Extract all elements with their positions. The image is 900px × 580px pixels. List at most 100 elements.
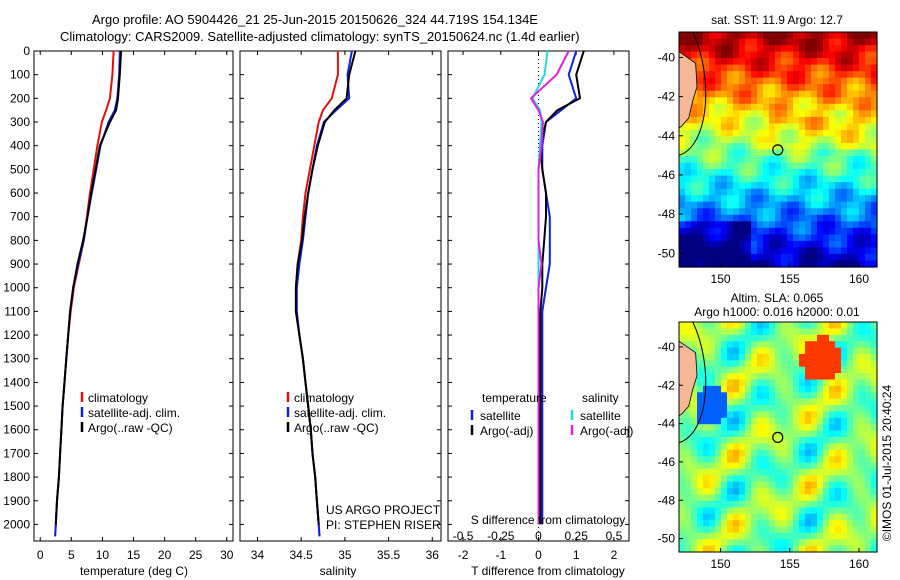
map-cell xyxy=(685,437,692,444)
map-cell xyxy=(847,149,854,157)
map-cell xyxy=(811,97,818,105)
map-cell xyxy=(847,123,854,131)
map-cell xyxy=(709,322,716,329)
map-cell xyxy=(691,116,698,124)
map-cell xyxy=(703,129,710,137)
map-cell xyxy=(793,462,800,470)
map-cell xyxy=(739,38,746,46)
map-cell xyxy=(871,500,878,508)
map-cell xyxy=(829,456,836,464)
map-cell xyxy=(859,214,866,222)
map-cell xyxy=(829,97,836,105)
map-cell xyxy=(697,32,704,40)
map-cell xyxy=(745,494,752,502)
map-cell xyxy=(751,143,758,151)
map-cell xyxy=(679,513,686,521)
map-cell xyxy=(781,38,788,46)
map-cell xyxy=(835,221,842,229)
map-cell xyxy=(787,462,794,470)
map-cell xyxy=(769,123,776,131)
map-cell xyxy=(793,373,800,381)
map-cell xyxy=(721,260,728,268)
map-cell xyxy=(739,392,746,400)
map-cell xyxy=(787,116,794,124)
map-cell xyxy=(781,328,788,336)
map-cell xyxy=(769,468,776,476)
map-cell xyxy=(703,149,710,157)
map-cell xyxy=(853,234,860,242)
map-cell xyxy=(703,494,710,502)
map-cell xyxy=(823,373,830,381)
map-cell xyxy=(805,494,812,502)
map-cell xyxy=(709,488,716,496)
map-cell xyxy=(733,456,740,464)
map-cell xyxy=(829,353,836,361)
map-cell xyxy=(847,520,854,528)
map-cell xyxy=(697,58,704,66)
map-cell xyxy=(847,32,854,40)
map-cell xyxy=(769,156,776,164)
map-cell xyxy=(853,51,860,59)
map-cell xyxy=(745,449,752,457)
series-line-argo_salinity xyxy=(530,50,570,525)
map-cell xyxy=(733,149,740,157)
map-cell xyxy=(757,195,764,203)
map-cell xyxy=(799,77,806,85)
map-cell xyxy=(853,175,860,183)
map-cell xyxy=(697,260,704,268)
map-cell xyxy=(721,182,728,190)
map-cell xyxy=(703,353,710,361)
map-cell xyxy=(835,162,842,170)
map-cell xyxy=(685,182,692,190)
map-cell xyxy=(859,437,866,444)
legend-label: Argo(-adj) xyxy=(480,424,533,438)
map-cell xyxy=(733,162,740,170)
map-cell xyxy=(805,526,812,534)
map-cell xyxy=(751,162,758,170)
map-cell xyxy=(799,520,806,528)
map-cell xyxy=(847,468,854,476)
map-cell xyxy=(757,136,764,144)
map-cell xyxy=(769,169,776,177)
map-cell xyxy=(745,260,752,268)
map-cell xyxy=(679,195,686,203)
map-cell xyxy=(817,110,824,118)
map-cell xyxy=(817,240,824,248)
map-cell xyxy=(733,539,740,547)
map-cell xyxy=(751,247,758,255)
map-cell xyxy=(727,90,734,98)
map-cell xyxy=(811,385,818,393)
map-cell xyxy=(703,51,710,59)
map-cell xyxy=(793,208,800,216)
map-cell xyxy=(853,247,860,255)
map-cell xyxy=(853,188,860,196)
map-cell xyxy=(769,97,776,105)
map-cell xyxy=(679,475,686,483)
map-cell xyxy=(805,468,812,476)
map-cell xyxy=(853,488,860,496)
map-cell xyxy=(727,520,734,528)
map-cell xyxy=(829,507,836,515)
map-cell xyxy=(865,58,872,66)
map-cell xyxy=(799,322,806,329)
map-cell xyxy=(745,373,752,381)
map-cell xyxy=(775,430,782,438)
map-cell xyxy=(703,449,710,457)
map-cell xyxy=(745,392,752,400)
map-cell xyxy=(697,347,704,355)
map-cell xyxy=(751,437,758,444)
map-cell xyxy=(847,488,854,496)
map-cell xyxy=(823,353,830,361)
map-cell xyxy=(859,208,866,216)
map-cell xyxy=(679,221,686,229)
map-cell xyxy=(817,462,824,470)
map-cell xyxy=(811,520,818,528)
map-cell xyxy=(787,353,794,361)
map-cell xyxy=(703,481,710,489)
map-cell xyxy=(715,513,722,521)
map-cell xyxy=(709,116,716,124)
map-cell xyxy=(709,462,716,470)
map-cell xyxy=(817,488,824,496)
map-cell xyxy=(823,123,830,131)
map-cell xyxy=(871,221,878,229)
